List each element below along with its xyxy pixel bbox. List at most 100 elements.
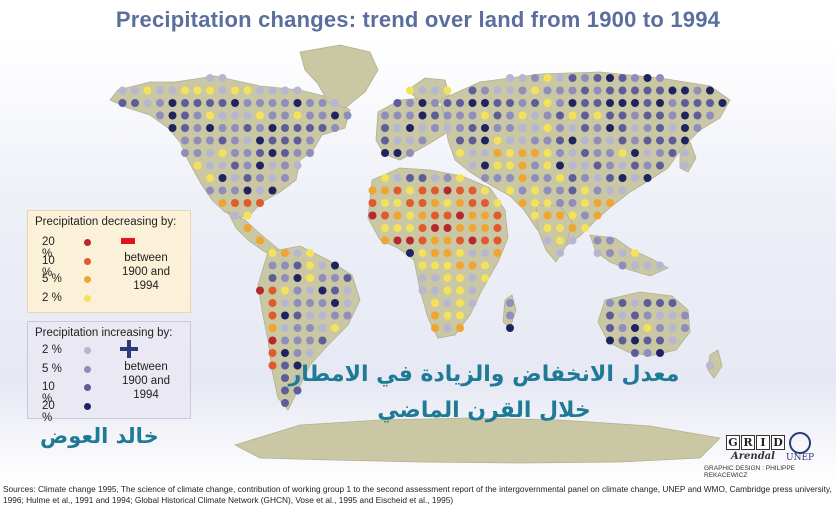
precipitation-dot (618, 311, 627, 320)
precipitation-dot (243, 136, 252, 145)
precipitation-dot (231, 124, 239, 132)
precipitation-dot (531, 136, 539, 145)
precipitation-dot (218, 124, 227, 132)
precipitation-dot (268, 261, 277, 270)
precipitation-dot (231, 111, 239, 120)
precipitation-dot (331, 324, 339, 332)
precipitation-dot (668, 311, 677, 320)
precipitation-dot (456, 274, 464, 282)
precipitation-dot (568, 74, 577, 82)
precipitation-dot (543, 174, 552, 182)
precipitation-dot (481, 236, 489, 245)
precipitation-dot (531, 149, 539, 157)
precipitation-dot (456, 136, 464, 145)
precipitation-dot (468, 286, 477, 295)
precipitation-dot (693, 86, 702, 95)
precipitation-dot (306, 136, 314, 145)
precipitation-dot (281, 274, 289, 282)
precipitation-dot (431, 249, 439, 257)
precipitation-dot (268, 249, 277, 257)
legend-increasing-row: 2 % (42, 344, 68, 356)
precipitation-dot (218, 186, 227, 195)
precipitation-dot (518, 136, 527, 145)
precipitation-dot (543, 149, 552, 157)
precipitation-dot (293, 336, 302, 345)
precipitation-dot (268, 99, 277, 107)
precipitation-dot (506, 149, 514, 157)
precipitation-dot (218, 199, 227, 207)
precipitation-dot (656, 299, 664, 307)
precipitation-dot (631, 86, 639, 95)
precipitation-dot (481, 174, 489, 182)
precipitation-dot (206, 86, 214, 95)
southeast-asia (589, 234, 669, 277)
precipitation-dot (518, 199, 527, 207)
precipitation-dot (406, 111, 414, 120)
precipitation-dot (331, 299, 339, 307)
precipitation-dot (181, 111, 189, 120)
precipitation-dot (193, 86, 202, 95)
precipitation-dot (243, 174, 252, 182)
precipitation-dot (556, 199, 564, 207)
precipitation-dot (693, 111, 702, 120)
grid-letter: D (771, 435, 785, 450)
precipitation-dot (293, 99, 302, 107)
precipitation-dot (618, 299, 627, 307)
precipitation-dot (293, 86, 302, 95)
precipitation-dot (481, 111, 489, 120)
precipitation-dot (643, 111, 652, 120)
precipitation-dot (481, 186, 489, 195)
precipitation-dot (443, 224, 452, 232)
precipitation-dot (631, 111, 639, 120)
precipitation-dot (256, 136, 264, 145)
legend-label: 10 % (42, 255, 55, 279)
precipitation-dot (368, 199, 377, 207)
precipitation-dot (618, 174, 627, 182)
precipitation-dot (531, 124, 539, 132)
precipitation-dot (593, 149, 602, 157)
precipitation-dot (318, 99, 327, 107)
precipitation-dot (343, 111, 352, 120)
precipitation-dot (568, 149, 577, 157)
plus-icon (120, 340, 138, 358)
precipitation-dot (481, 274, 489, 282)
between-label: between (124, 252, 168, 264)
precipitation-dot (331, 274, 339, 282)
precipitation-dot (618, 324, 627, 332)
precipitation-dot (531, 199, 539, 207)
precipitation-dot (268, 349, 277, 357)
precipitation-dot (118, 86, 127, 95)
precipitation-dot (456, 199, 464, 207)
precipitation-dot (618, 186, 627, 195)
precipitation-dot (443, 211, 452, 220)
precipitation-dot (431, 124, 439, 132)
precipitation-dot (493, 111, 502, 120)
precipitation-dot (168, 111, 177, 120)
legend-increasing-between: between 1900 and 1994 (108, 360, 184, 402)
precipitation-dot (406, 236, 414, 245)
legend-decreasing-between: between 1900 and 1994 (108, 251, 184, 293)
precipitation-dot (581, 86, 589, 95)
precipitation-dot (381, 174, 389, 182)
arendal-label: Arendal (731, 451, 775, 462)
precipitation-dot (656, 161, 664, 170)
precipitation-dot (693, 124, 702, 132)
precipitation-dot (643, 136, 652, 145)
precipitation-dot (418, 211, 427, 220)
precipitation-dot (443, 199, 452, 207)
precipitation-dot (306, 324, 314, 332)
precipitation-dot (531, 99, 539, 107)
precipitation-dot (193, 111, 202, 120)
precipitation-dot (481, 161, 489, 170)
precipitation-dot (656, 124, 664, 132)
legend-label: 2 % (42, 344, 62, 356)
precipitation-dot (518, 74, 527, 82)
precipitation-dot (668, 111, 677, 120)
precipitation-dot (343, 299, 352, 307)
precipitation-dot (443, 186, 452, 195)
precipitation-dot (156, 86, 164, 95)
precipitation-dot (268, 86, 277, 95)
legend-decreasing-row: 2 % (42, 292, 68, 304)
precipitation-dot (268, 311, 277, 320)
precipitation-dot (443, 99, 452, 107)
